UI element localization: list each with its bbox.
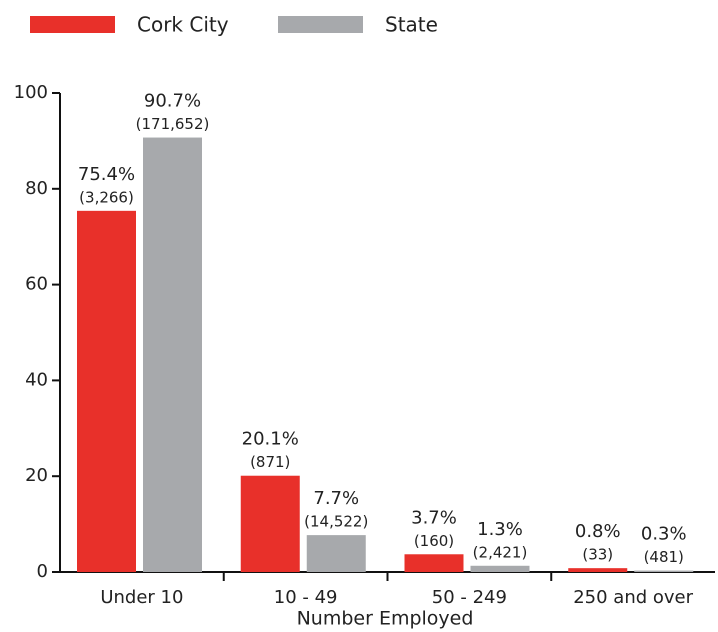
legend-label: Cork City: [137, 13, 229, 37]
bar: [568, 568, 628, 572]
legend-label: State: [385, 13, 438, 37]
x-tick-label: 250 and over: [573, 587, 693, 608]
x-tick-label: Under 10: [100, 587, 183, 608]
count-label: (3,266): [79, 188, 134, 206]
bar: [634, 570, 694, 572]
y-tick-label: 40: [25, 369, 48, 390]
count-label: (481): [644, 548, 684, 566]
value-label: 20.1%: [242, 429, 299, 450]
legend-swatch: [30, 16, 115, 33]
bar: [404, 554, 464, 572]
count-label: (171,652): [136, 115, 210, 133]
bar: [77, 210, 136, 573]
value-label: 0.3%: [641, 524, 687, 545]
y-tick-label: 60: [25, 274, 48, 295]
y-tick-label: 0: [37, 561, 48, 582]
y-tick-label: 80: [25, 178, 48, 199]
count-label: (14,522): [304, 513, 368, 531]
count-label: (160): [414, 532, 454, 550]
value-label: 1.3%: [477, 519, 523, 540]
legend-swatch: [278, 16, 363, 33]
x-axis-label: Number Employed: [297, 608, 474, 630]
bar: [470, 565, 530, 572]
value-label: 75.4%: [78, 164, 135, 185]
value-label: 0.8%: [575, 521, 621, 542]
x-tick-label: 10 - 49: [274, 587, 338, 608]
value-label: 7.7%: [313, 488, 359, 509]
count-label: (871): [250, 453, 290, 471]
bar: [240, 475, 300, 572]
count-label: (2,421): [473, 543, 528, 561]
count-label: (33): [582, 546, 613, 564]
bar: [306, 535, 366, 572]
y-tick-label: 100: [14, 82, 48, 103]
bar: [143, 137, 202, 572]
value-label: 3.7%: [411, 507, 457, 528]
value-label: 90.7%: [144, 91, 201, 112]
y-tick-label: 20: [25, 465, 48, 486]
x-tick-label: 50 - 249: [432, 587, 507, 608]
